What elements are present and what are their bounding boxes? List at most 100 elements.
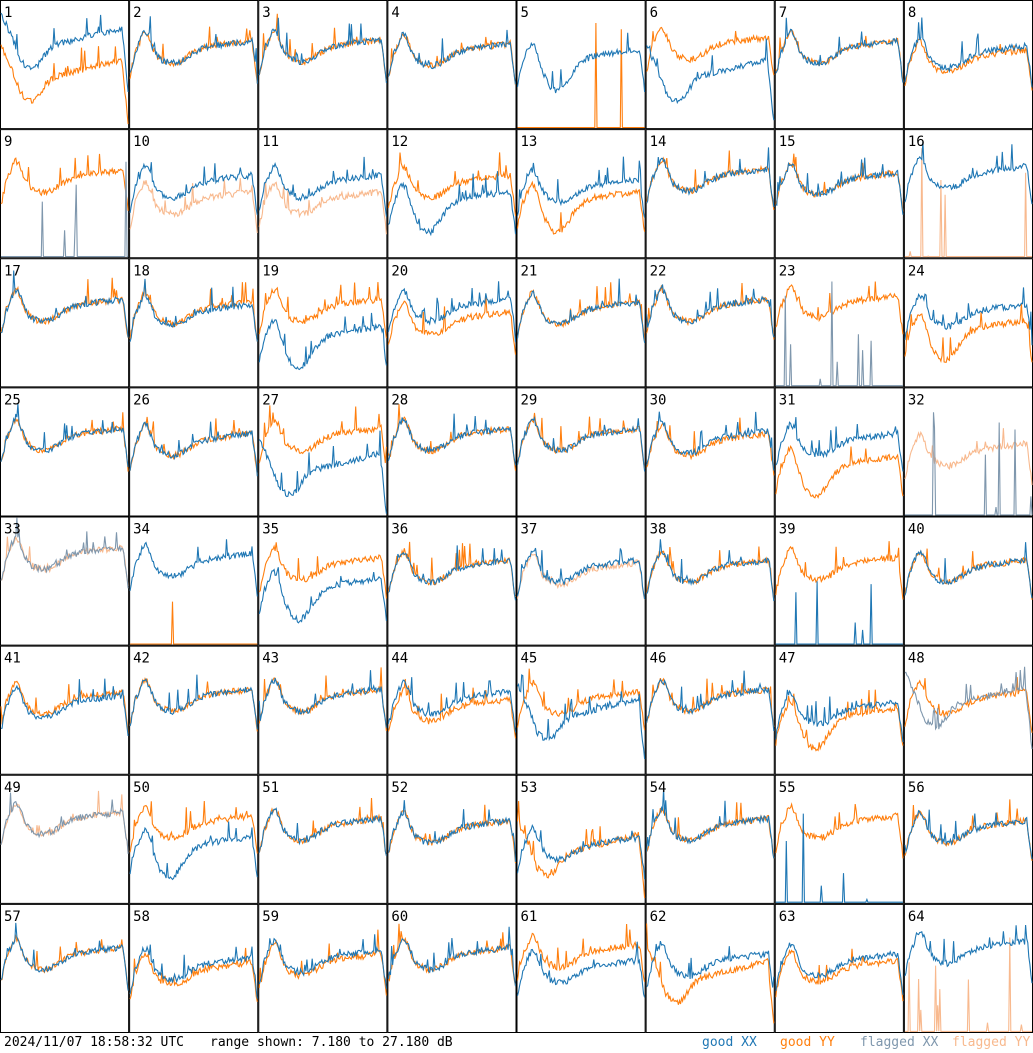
panel-30: 30 bbox=[645, 387, 775, 517]
panel-20: 20 bbox=[387, 258, 517, 388]
series-yy-good bbox=[516, 412, 646, 469]
series-xx-good bbox=[646, 38, 775, 121]
panel-label: 52 bbox=[391, 780, 408, 796]
panel-62: 62 bbox=[645, 903, 775, 1033]
panel-38: 38 bbox=[645, 516, 775, 646]
series-xx-good bbox=[517, 674, 646, 760]
series-xx-good bbox=[516, 941, 646, 998]
series-yy-good bbox=[516, 668, 646, 731]
panel-frame bbox=[645, 516, 775, 646]
panel-12: 12 bbox=[387, 129, 517, 259]
panel-56: 56 bbox=[903, 774, 1033, 904]
panel-frame bbox=[0, 258, 130, 388]
series-xx-good bbox=[646, 147, 775, 208]
panel-label: 58 bbox=[133, 909, 150, 925]
panel-label: 5 bbox=[521, 5, 529, 21]
panel-label: 42 bbox=[133, 651, 150, 667]
series-yy-good bbox=[775, 281, 904, 335]
panel-45: 45 bbox=[516, 645, 646, 775]
panel-label: 15 bbox=[779, 134, 796, 150]
legend-good-xx: good XX bbox=[702, 1035, 757, 1050]
panel-2: 2 bbox=[129, 0, 259, 130]
panel-34: 34 bbox=[129, 516, 259, 646]
panel-frame bbox=[0, 516, 130, 646]
series-xx-good bbox=[129, 539, 258, 597]
series-xx-good bbox=[258, 430, 387, 514]
panel-8: 8 bbox=[903, 0, 1033, 130]
series-xx-good bbox=[258, 17, 387, 84]
panel-frame bbox=[129, 387, 259, 517]
series-xx-good bbox=[129, 162, 258, 215]
panel-frame bbox=[516, 387, 646, 517]
panel-48: 48 bbox=[903, 645, 1033, 775]
series-yy-good bbox=[129, 947, 258, 1002]
series-xx-good bbox=[904, 542, 1033, 599]
panel-label: 37 bbox=[521, 522, 538, 538]
panel-60: 60 bbox=[387, 903, 517, 1033]
panel-frame bbox=[258, 774, 388, 904]
panel-label: 34 bbox=[133, 522, 150, 538]
panel-29: 29 bbox=[516, 387, 646, 517]
panel-label: 31 bbox=[779, 392, 796, 408]
series-yy-flagged bbox=[904, 428, 1033, 486]
series-yy-good bbox=[387, 294, 517, 355]
panel-label: 53 bbox=[521, 780, 538, 796]
panel-frame bbox=[645, 258, 775, 388]
panel-frame bbox=[387, 516, 517, 646]
panel-frame bbox=[903, 387, 1033, 517]
panel-7: 7 bbox=[774, 0, 904, 130]
series-xx-flagged bbox=[0, 792, 129, 854]
panel-frame bbox=[258, 387, 388, 517]
series-xx-good bbox=[904, 287, 1033, 346]
panel-frame bbox=[258, 645, 388, 775]
panel-label: 22 bbox=[650, 263, 667, 279]
panel-1: 1 bbox=[0, 0, 130, 130]
panel-label: 44 bbox=[391, 651, 408, 667]
series-xx-good bbox=[775, 17, 904, 83]
panel-frame bbox=[0, 903, 130, 1033]
panel-label: 12 bbox=[391, 134, 408, 150]
series-yy-good bbox=[129, 800, 258, 854]
panel-label: 28 bbox=[391, 392, 408, 408]
series-yy-good bbox=[258, 405, 387, 464]
series-yy-flagged bbox=[258, 181, 387, 235]
panel-57: 57 bbox=[0, 903, 130, 1033]
panel-35: 35 bbox=[258, 516, 388, 646]
panel-frame bbox=[903, 645, 1033, 775]
panel-frame bbox=[129, 516, 259, 646]
panel-label: 39 bbox=[779, 522, 796, 538]
panel-55: 55 bbox=[774, 774, 904, 904]
panel-59: 59 bbox=[258, 903, 388, 1033]
series-xx-good bbox=[516, 415, 646, 472]
series-yy-good bbox=[904, 677, 1033, 733]
panel-label: 55 bbox=[779, 780, 796, 796]
legend-flagged-xx: flagged XX bbox=[860, 1035, 939, 1050]
panel-10: 10 bbox=[129, 129, 259, 259]
series-xx-flagged bbox=[904, 666, 1033, 750]
panel-31: 31 bbox=[774, 387, 904, 517]
series-xx-good bbox=[258, 312, 387, 371]
panel-label: 33 bbox=[4, 522, 21, 538]
series-yy-good bbox=[775, 948, 904, 1002]
series-xx-good bbox=[129, 674, 258, 730]
series-xx-good bbox=[129, 944, 258, 999]
panel-label: 43 bbox=[262, 651, 279, 667]
panel-27: 27 bbox=[258, 387, 388, 517]
series-xx-good bbox=[387, 413, 517, 466]
series-yy-good bbox=[775, 802, 904, 859]
series-xx-good bbox=[646, 539, 775, 602]
panel-label: 4 bbox=[391, 5, 399, 21]
series-yy-good bbox=[387, 32, 517, 86]
panel-frame bbox=[516, 516, 646, 646]
series-yy-good bbox=[0, 680, 129, 734]
panel-label: 14 bbox=[650, 134, 667, 150]
panel-label: 26 bbox=[133, 392, 150, 408]
panel-label: 47 bbox=[779, 651, 796, 667]
series-xx-good bbox=[646, 940, 775, 988]
panel-frame bbox=[387, 0, 517, 130]
footer-bar: 2024/11/07 18:58:32 UTC range shown: 7.1… bbox=[0, 1033, 1033, 1053]
panel-frame bbox=[903, 903, 1033, 1033]
panel-frame bbox=[645, 129, 775, 259]
panel-label: 13 bbox=[521, 134, 538, 150]
panel-label: 57 bbox=[4, 909, 21, 925]
